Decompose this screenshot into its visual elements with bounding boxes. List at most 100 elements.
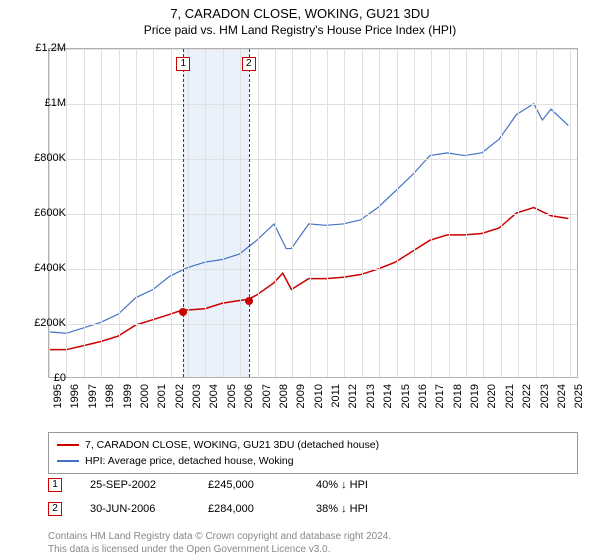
gridline-v xyxy=(171,49,172,377)
x-axis-label: 2014 xyxy=(382,384,394,408)
gridline-v xyxy=(136,49,137,377)
plot-area: 12 xyxy=(48,48,578,378)
legend-swatch xyxy=(57,444,79,446)
legend-label: 7, CARADON CLOSE, WOKING, GU21 3DU (deta… xyxy=(85,439,379,451)
transaction-marker-box: 1 xyxy=(48,478,62,492)
gridline-h xyxy=(49,49,577,50)
x-axis-label: 1998 xyxy=(104,384,116,408)
gridline-v xyxy=(101,49,102,377)
gridline-v xyxy=(223,49,224,377)
event-line xyxy=(249,49,250,377)
y-axis-label: £1.2M xyxy=(35,42,66,54)
x-axis-label: 2018 xyxy=(452,384,464,408)
gridline-v xyxy=(379,49,380,377)
gridline-v xyxy=(344,49,345,377)
y-axis-label: £400K xyxy=(34,262,66,274)
gridline-v xyxy=(327,49,328,377)
legend-item-subject: 7, CARADON CLOSE, WOKING, GU21 3DU (deta… xyxy=(57,437,569,453)
x-axis-label: 2024 xyxy=(556,384,568,408)
x-axis-label: 2017 xyxy=(434,384,446,408)
chart-subtitle: Price paid vs. HM Land Registry's House … xyxy=(0,21,600,37)
footer-line: Contains HM Land Registry data © Crown c… xyxy=(48,530,578,543)
gridline-v xyxy=(570,49,571,377)
gridline-v xyxy=(153,49,154,377)
gridline-v xyxy=(536,49,537,377)
gridline-v xyxy=(483,49,484,377)
gridline-v xyxy=(466,49,467,377)
y-axis-label: £600K xyxy=(34,207,66,219)
x-axis-label: 2000 xyxy=(139,384,151,408)
x-axis-label: 2020 xyxy=(486,384,498,408)
gridline-v xyxy=(518,49,519,377)
gridline-v xyxy=(205,49,206,377)
x-axis-label: 2025 xyxy=(573,384,585,408)
x-axis-label: 2011 xyxy=(330,384,342,408)
legend-item-hpi: HPI: Average price, detached house, Woki… xyxy=(57,453,569,469)
transaction-price: £245,000 xyxy=(208,479,288,491)
x-axis-label: 2007 xyxy=(261,384,273,408)
y-axis-label: £200K xyxy=(34,317,66,329)
legend-swatch xyxy=(57,460,79,462)
gridline-v xyxy=(240,49,241,377)
transaction-delta: 40% ↓ HPI xyxy=(316,479,368,491)
line-series-svg xyxy=(49,49,577,377)
transaction-row: 2 30-JUN-2006 £284,000 38% ↓ HPI xyxy=(48,502,578,516)
transaction-row: 1 25-SEP-2002 £245,000 40% ↓ HPI xyxy=(48,478,578,492)
transaction-delta: 38% ↓ HPI xyxy=(316,503,368,515)
x-axis-label: 2002 xyxy=(174,384,186,408)
footer-line: This data is licensed under the Open Gov… xyxy=(48,543,578,556)
gridline-v xyxy=(362,49,363,377)
gridline-v xyxy=(119,49,120,377)
x-axis-label: 2021 xyxy=(504,384,516,408)
gridline-v xyxy=(414,49,415,377)
gridline-v xyxy=(431,49,432,377)
y-axis-label: £0 xyxy=(54,372,66,384)
gridline-v xyxy=(310,49,311,377)
event-marker-box: 2 xyxy=(242,57,256,71)
x-axis-label: 1995 xyxy=(52,384,64,408)
x-axis-label: 2003 xyxy=(191,384,203,408)
transaction-price: £284,000 xyxy=(208,503,288,515)
x-axis-label: 1996 xyxy=(69,384,81,408)
x-axis-label: 2019 xyxy=(469,384,481,408)
x-axis-label: 2012 xyxy=(347,384,359,408)
transaction-date: 25-SEP-2002 xyxy=(90,479,180,491)
event-point-marker xyxy=(179,308,187,316)
gridline-h xyxy=(49,159,577,160)
gridline-v xyxy=(258,49,259,377)
x-axis-label: 2001 xyxy=(156,384,168,408)
x-axis-label: 2008 xyxy=(278,384,290,408)
x-axis-label: 2023 xyxy=(539,384,551,408)
x-axis-label: 2006 xyxy=(243,384,255,408)
legend: 7, CARADON CLOSE, WOKING, GU21 3DU (deta… xyxy=(48,432,578,474)
gridline-v xyxy=(397,49,398,377)
gridline-v xyxy=(292,49,293,377)
event-point-marker xyxy=(245,297,253,305)
x-axis-label: 2004 xyxy=(208,384,220,408)
y-axis-label: £800K xyxy=(34,152,66,164)
x-axis-label: 1997 xyxy=(87,384,99,408)
gridline-v xyxy=(501,49,502,377)
gridline-h xyxy=(49,269,577,270)
gridline-h xyxy=(49,324,577,325)
gridline-v xyxy=(275,49,276,377)
gridline-h xyxy=(49,104,577,105)
event-line xyxy=(183,49,184,377)
gridline-v xyxy=(66,49,67,377)
x-axis-label: 1999 xyxy=(122,384,134,408)
y-axis-label: £1M xyxy=(45,97,66,109)
gridline-v xyxy=(553,49,554,377)
footer-attribution: Contains HM Land Registry data © Crown c… xyxy=(48,530,578,556)
gridline-h xyxy=(49,214,577,215)
chart-title: 7, CARADON CLOSE, WOKING, GU21 3DU xyxy=(0,0,600,21)
transaction-date: 30-JUN-2006 xyxy=(90,503,180,515)
gridline-v xyxy=(84,49,85,377)
chart-container: 7, CARADON CLOSE, WOKING, GU21 3DU Price… xyxy=(0,0,600,560)
x-axis-label: 2009 xyxy=(295,384,307,408)
event-marker-box: 1 xyxy=(176,57,190,71)
x-axis-label: 2015 xyxy=(400,384,412,408)
x-axis-label: 2005 xyxy=(226,384,238,408)
x-axis-label: 2013 xyxy=(365,384,377,408)
x-axis-label: 2016 xyxy=(417,384,429,408)
gridline-v xyxy=(188,49,189,377)
